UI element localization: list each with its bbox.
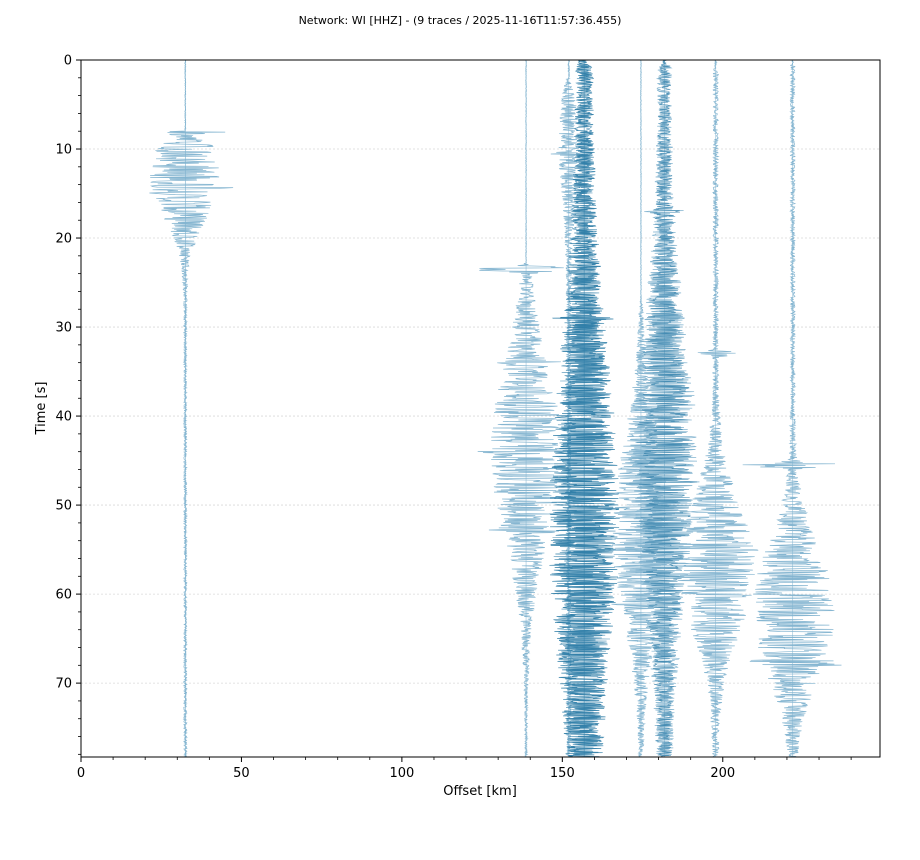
- y-tick-label: 60: [55, 588, 72, 603]
- grid-lines: [81, 148, 880, 684]
- x-tick-label: 0: [77, 766, 85, 781]
- trace-wiggle-6: [629, 60, 698, 757]
- y-tick-label: 10: [55, 143, 72, 158]
- y-tick-label: 30: [55, 321, 72, 336]
- y-tick-label: 70: [55, 677, 72, 692]
- trace-wiggle-7: [669, 60, 759, 757]
- y-tick-label: 20: [55, 232, 72, 247]
- x-tick-label: 200: [710, 766, 735, 781]
- y-tick-label: 0: [64, 54, 72, 69]
- trace-wiggle-5: [604, 60, 681, 757]
- trace-layer: [149, 60, 842, 757]
- x-axis-label: Offset [km]: [443, 784, 517, 799]
- trace-wiggle-4: [552, 60, 616, 757]
- y-axis-ticks: 0 10 20 30 40 50 60 70: [55, 54, 81, 755]
- trace-wiggle-2: [477, 60, 579, 757]
- y-tick-label: 40: [55, 410, 72, 425]
- plot-frame: [80, 59, 881, 758]
- x-tick-label: 100: [389, 766, 414, 781]
- trace-wiggle-1: [149, 60, 234, 757]
- chart-title: Network: WI [HHZ] - (9 traces / 2025-11-…: [299, 14, 622, 27]
- y-tick-label: 50: [55, 499, 72, 514]
- y-axis-label: Time [s]: [34, 382, 49, 436]
- x-tick-label: 50: [233, 766, 250, 781]
- trace-wiggle-8: [742, 60, 842, 757]
- x-axis-ticks: 0 50 100 150 200: [77, 757, 852, 781]
- x-tick-label: 150: [550, 766, 575, 781]
